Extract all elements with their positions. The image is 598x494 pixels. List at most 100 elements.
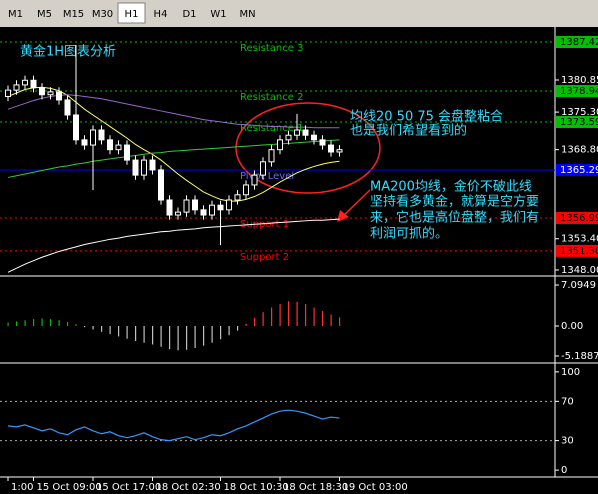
candle-body: [336, 149, 343, 153]
histogram-bar: [41, 318, 43, 327]
candle-body: [328, 144, 334, 153]
candle-body: [268, 149, 275, 163]
candle-body: [234, 194, 241, 201]
histogram-bar: [186, 326, 188, 350]
timeframe-label: M1: [8, 9, 23, 20]
candle-body: [183, 199, 190, 213]
histogram-bar: [33, 319, 35, 327]
candle-body: [64, 99, 71, 116]
histogram-bar: [67, 321, 69, 327]
histogram-bar: [7, 322, 9, 327]
histogram-bar: [50, 319, 52, 327]
timeframe-button[interactable]: [117, 2, 146, 24]
moving-average: [7, 139, 340, 178]
histogram-bar: [152, 326, 154, 345]
candle-body: [107, 139, 113, 151]
timeframe-label: MN: [239, 9, 255, 20]
candle-body: [39, 87, 45, 96]
x-tick-label: 18 Oct 10:30: [224, 482, 289, 493]
histogram-bar: [58, 320, 60, 327]
histogram-bar: [305, 304, 307, 327]
histogram-bar: [330, 314, 332, 327]
candle-body: [260, 161, 266, 176]
level-price-label: 1387.42: [560, 37, 598, 48]
y-tick-label: 1348.00: [561, 265, 598, 276]
candle-body: [149, 159, 156, 171]
histogram-bar: [322, 310, 324, 327]
candle-body: [294, 129, 300, 136]
histogram-bar: [237, 326, 239, 331]
candle-body: [90, 129, 96, 146]
candle-body: [243, 184, 249, 196]
moving-average: [7, 218, 340, 273]
candle-body: [311, 134, 317, 141]
candle-body: [277, 139, 283, 151]
level-price-box: [556, 85, 598, 98]
histogram-bar: [118, 326, 120, 337]
histogram-bar: [339, 317, 341, 327]
timeframe-button[interactable]: [146, 2, 175, 24]
level-price-box: [556, 244, 598, 257]
x-tick-label: 18 Oct 18:30: [283, 482, 348, 493]
histogram-bar: [194, 326, 196, 348]
candle-body: [56, 91, 62, 101]
timeframe-label: H1: [125, 9, 139, 20]
y-tick-label: 30: [561, 436, 574, 447]
candle-body: [209, 204, 215, 216]
timeframe-label: W1: [210, 9, 226, 20]
annotation: 坚持看多黄金，就算是空方要: [370, 194, 539, 210]
x-tick-label: 15 Oct 09:00: [37, 482, 102, 493]
timeframe-button[interactable]: [1, 2, 30, 24]
histogram-bar: [279, 304, 281, 327]
histogram-bar: [245, 323, 247, 327]
timeframe-button[interactable]: [233, 2, 262, 24]
level-name: Pivot Level: [240, 171, 294, 182]
timeframe-button[interactable]: [30, 2, 59, 24]
candle-body: [319, 139, 326, 146]
timeframe-button[interactable]: [88, 2, 117, 24]
histogram-bar: [75, 324, 77, 327]
histogram-bar: [143, 326, 145, 343]
chart-title: 黄金1H图表分析: [20, 44, 116, 60]
candle-body: [47, 91, 54, 96]
candle-body: [141, 159, 147, 176]
histogram-bar: [228, 326, 230, 336]
histogram-bar: [262, 312, 264, 327]
candle-body: [217, 204, 224, 211]
candle-body: [192, 199, 198, 211]
annotation: 均线20 50 75 会盘整粘合: [350, 109, 503, 125]
timeframe-button[interactable]: [59, 2, 88, 24]
candle-body: [13, 84, 20, 91]
candle-body: [302, 129, 309, 136]
timeframe-label: M5: [37, 9, 52, 20]
y-tick-label: 1368.80: [561, 145, 598, 156]
histogram-bar: [109, 326, 111, 335]
annotation: MA200均线，金价不破此线: [370, 179, 532, 195]
candle-body: [81, 139, 88, 146]
timeframe-button[interactable]: [204, 2, 233, 24]
x-tick-label: 18 Oct 02:30: [156, 482, 221, 493]
histogram-bar: [92, 326, 94, 330]
arrow: [342, 189, 371, 217]
histogram-bar: [211, 326, 213, 343]
timeframe-button[interactable]: [175, 2, 204, 24]
candle-body: [200, 209, 207, 216]
timeframe-label: D1: [182, 9, 196, 20]
level-price-box: [556, 115, 598, 128]
level-name: Support 2: [240, 252, 289, 263]
candle-body: [175, 211, 181, 216]
y-tick-label: 0.00: [561, 321, 583, 332]
histogram-bar: [16, 321, 18, 327]
moving-average: [7, 86, 340, 202]
histogram-bar: [126, 326, 128, 339]
histogram-bar: [84, 326, 86, 328]
x-tick-label: 19 Oct 03:00: [343, 482, 408, 493]
timeframe-label: H4: [154, 9, 168, 20]
candle-body: [251, 174, 258, 186]
histogram-bar: [220, 326, 222, 340]
y-tick-label: 0: [561, 465, 567, 476]
level-price-box: [556, 35, 598, 48]
candle-body: [115, 144, 122, 151]
